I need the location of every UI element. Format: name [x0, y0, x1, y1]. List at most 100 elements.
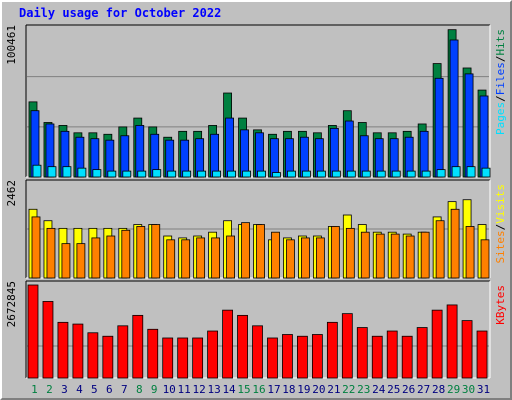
- pages-bar: [152, 169, 162, 178]
- kbytes-bar: [431, 309, 443, 379]
- pages-bar: [242, 170, 251, 178]
- kbytes-bar: [371, 335, 383, 379]
- x-tick-label: 13: [207, 383, 220, 396]
- files-bar: [210, 133, 220, 178]
- pages-bar: [316, 170, 326, 178]
- kbytes-bar: [192, 337, 204, 379]
- x-tick-label: 28: [432, 383, 445, 396]
- x-tick-label: 6: [106, 383, 113, 396]
- kbytes-bar: [207, 330, 219, 379]
- pages-bar: [436, 169, 446, 178]
- pages-bar: [302, 170, 311, 178]
- hits-panel-legend-files: Files: [494, 62, 507, 95]
- files-bar: [419, 130, 429, 178]
- x-tick-label: 12: [193, 383, 206, 396]
- x-tick-label: 2: [46, 383, 53, 396]
- kbytes-bar: [252, 325, 263, 379]
- chart-title: Daily usage for October 2022: [19, 6, 222, 20]
- kbytes-bar: [476, 330, 488, 379]
- sites-bar: [271, 231, 280, 279]
- pages-bar: [466, 166, 476, 178]
- hits-panel-legend-hits: Hits: [494, 29, 507, 56]
- x-tick-label: 8: [136, 383, 143, 396]
- sites-bar: [405, 235, 415, 279]
- x-tick-label: 11: [178, 383, 191, 396]
- pages-bar: [272, 172, 281, 178]
- files-bar: [270, 138, 279, 178]
- pages-bar: [62, 166, 72, 178]
- hits-ymax-label: 100461: [5, 25, 18, 65]
- pages-bar: [287, 170, 296, 178]
- sites-bar: [301, 237, 310, 279]
- x-tick-label: 24: [372, 383, 386, 396]
- sites-bar: [420, 231, 430, 279]
- kbytes-bar: [282, 334, 293, 379]
- files-bar: [135, 125, 145, 178]
- kbytes-bar: [177, 337, 189, 379]
- kbytes-bar: [237, 314, 248, 379]
- kbytes-bar: [27, 284, 39, 379]
- files-bar: [449, 39, 459, 178]
- kbytes-bar: [42, 301, 54, 379]
- sites-bar: [61, 243, 71, 279]
- kbytes-bar: [222, 309, 233, 379]
- kbytes-panel-legend-kbytes: KBytes: [494, 285, 507, 325]
- kbytes-bar: [102, 335, 114, 379]
- pages-bar: [227, 170, 236, 178]
- pages-bar: [406, 170, 416, 178]
- sites-bar: [435, 220, 445, 279]
- x-tick-label: 17: [267, 383, 280, 396]
- pages-bar: [257, 170, 266, 178]
- kbytes-panel-legend: KBytes: [494, 285, 507, 325]
- x-tick-label: 18: [282, 383, 295, 396]
- sites-bar: [256, 224, 265, 279]
- sites-bar: [390, 233, 400, 279]
- kbytes-bar: [341, 313, 353, 379]
- visits-panel-legend-sites: Sites: [494, 230, 507, 263]
- pages-bar: [137, 170, 147, 178]
- files-bar: [240, 129, 249, 178]
- sites-bar: [375, 233, 385, 279]
- x-tick-label: 15: [237, 383, 250, 396]
- pages-bar: [47, 166, 57, 178]
- x-tick-label: 5: [91, 383, 98, 396]
- sites-bar: [166, 239, 176, 279]
- kbytes-bar: [401, 335, 413, 379]
- pages-bar: [92, 169, 102, 178]
- sites-bar: [360, 231, 370, 279]
- pages-bar: [77, 167, 87, 178]
- pages-bar: [376, 170, 386, 178]
- sites-bar: [46, 227, 56, 279]
- x-tick-label: 21: [327, 383, 340, 396]
- sites-bar: [181, 239, 191, 279]
- x-tick-label: 25: [387, 383, 400, 396]
- pages-bar: [361, 170, 371, 178]
- sites-bar: [286, 239, 295, 279]
- sites-bar: [31, 216, 41, 279]
- pages-bar: [421, 170, 431, 178]
- x-tick-label: 4: [76, 383, 83, 396]
- visits-panel-legend-visits: Visits: [494, 184, 507, 224]
- kbytes-ymax-label: 2672845: [5, 281, 18, 327]
- kbytes-bar: [311, 334, 323, 379]
- kbytes-bar: [356, 327, 368, 379]
- x-tick-label: 23: [357, 383, 370, 396]
- pages-bar: [346, 170, 356, 178]
- sites-bar: [480, 239, 490, 279]
- pages-bar: [122, 170, 132, 178]
- x-tick-label: 3: [61, 383, 68, 396]
- kbytes-bar: [147, 328, 159, 379]
- files-bar: [255, 132, 264, 178]
- x-tick-label: 29: [447, 383, 460, 396]
- sites-bar: [241, 222, 250, 279]
- sites-bar: [76, 243, 86, 279]
- sites-bar: [450, 208, 460, 279]
- pages-bar: [197, 170, 207, 178]
- kbytes-bar: [267, 337, 278, 379]
- kbytes-bar: [57, 321, 69, 379]
- pages-bar: [451, 166, 461, 178]
- kbytes-bar: [87, 332, 99, 379]
- pages-bar: [32, 164, 42, 178]
- sites-bar: [330, 226, 340, 279]
